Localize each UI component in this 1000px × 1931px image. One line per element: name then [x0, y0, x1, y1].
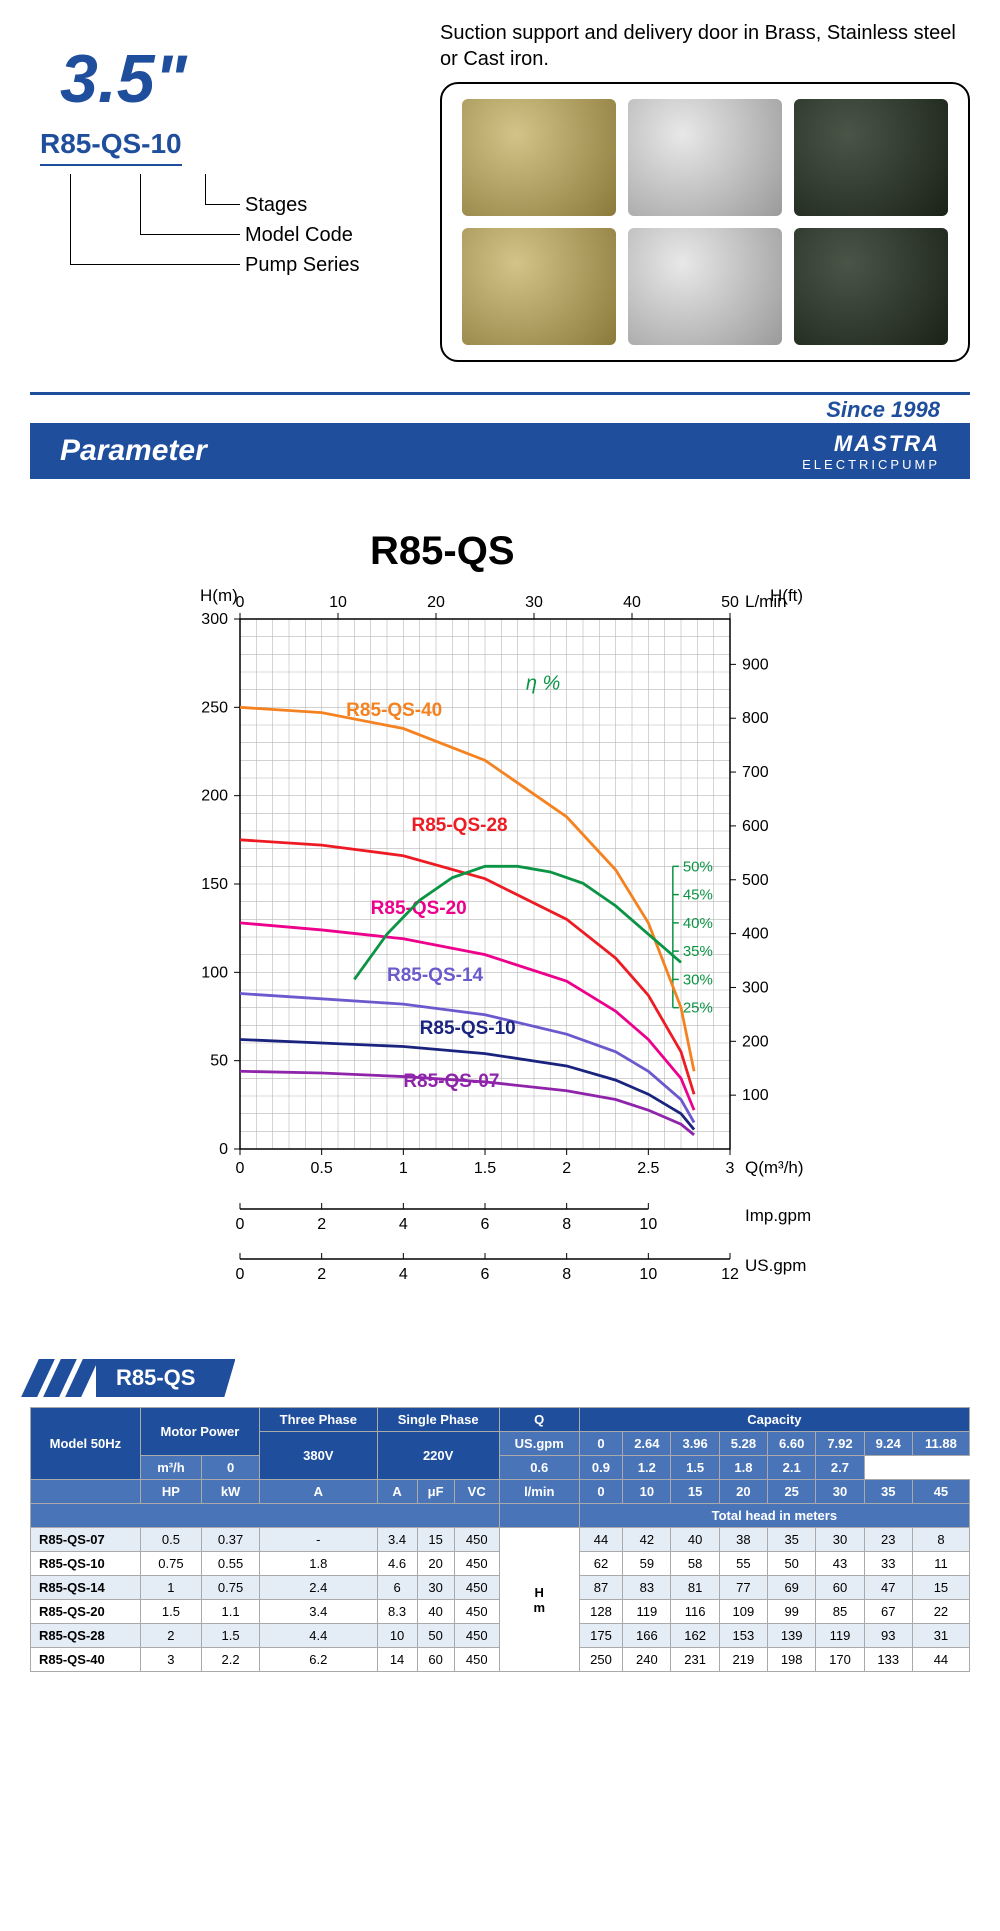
svg-text:Imp.gpm: Imp.gpm — [745, 1206, 811, 1225]
svg-text:US.gpm: US.gpm — [745, 1256, 806, 1275]
svg-text:600: 600 — [742, 818, 769, 835]
svg-text:10: 10 — [639, 1216, 657, 1233]
parameter-banner: Parameter MASTRA ELECTRICPUMP — [30, 423, 970, 479]
svg-text:12: 12 — [721, 1266, 739, 1283]
svg-text:2.5: 2.5 — [637, 1160, 659, 1177]
material-steel-bottom — [628, 228, 782, 345]
chart-container: R85-QS01020304050L/minH(m)05010015020025… — [30, 509, 970, 1329]
svg-text:45%: 45% — [683, 887, 713, 904]
svg-text:100: 100 — [201, 964, 228, 981]
spec-table: Model 50HzMotor PowerThree PhaseSingle P… — [30, 1407, 970, 1672]
svg-text:10: 10 — [639, 1266, 657, 1283]
svg-text:R85-QS: R85-QS — [370, 529, 515, 573]
svg-text:0: 0 — [236, 1216, 245, 1233]
svg-text:3: 3 — [726, 1160, 735, 1177]
svg-text:0.5: 0.5 — [311, 1160, 333, 1177]
svg-text:35%: 35% — [683, 943, 713, 960]
svg-text:200: 200 — [742, 1033, 769, 1050]
table-stripes-icon — [30, 1359, 96, 1397]
svg-text:0: 0 — [219, 1141, 228, 1158]
svg-text:2: 2 — [317, 1216, 326, 1233]
svg-text:H(m): H(m) — [200, 586, 238, 605]
materials-caption: Suction support and delivery door in Bra… — [440, 20, 970, 72]
svg-text:50: 50 — [721, 594, 739, 611]
decode-model-code: Model Code — [245, 224, 353, 247]
since-label: Since 1998 — [30, 392, 970, 423]
svg-text:50: 50 — [210, 1053, 228, 1070]
material-iron-top — [794, 99, 948, 216]
svg-text:10: 10 — [329, 594, 347, 611]
material-brass-top — [462, 99, 616, 216]
model-code: R85-QS-10 — [40, 128, 182, 166]
svg-text:2: 2 — [562, 1160, 571, 1177]
svg-text:0: 0 — [236, 1266, 245, 1283]
svg-text:300: 300 — [201, 611, 228, 628]
performance-chart: R85-QS01020304050L/minH(m)05010015020025… — [140, 509, 860, 1329]
svg-text:25%: 25% — [683, 1000, 713, 1017]
svg-text:200: 200 — [201, 788, 228, 805]
svg-text:500: 500 — [742, 872, 769, 889]
model-decode-block: 3.5" R85-QS-10 Stages Model Code Pump Se… — [30, 20, 410, 362]
brand-sub: ELECTRICPUMP — [802, 457, 940, 472]
svg-text:20: 20 — [427, 594, 445, 611]
table-header-bar: R85-QS — [30, 1359, 970, 1397]
svg-text:R85-QS-40: R85-QS-40 — [346, 700, 442, 721]
brand-logo: MASTRA — [802, 431, 940, 457]
svg-text:800: 800 — [742, 710, 769, 727]
svg-text:6: 6 — [481, 1216, 490, 1233]
material-steel-top — [628, 99, 782, 216]
materials-box: Suction support and delivery door in Bra… — [440, 20, 970, 362]
svg-text:Q(m³/h): Q(m³/h) — [745, 1158, 804, 1177]
svg-text:4: 4 — [399, 1216, 408, 1233]
svg-text:40%: 40% — [683, 915, 713, 932]
svg-text:400: 400 — [742, 926, 769, 943]
svg-text:250: 250 — [201, 699, 228, 716]
top-section: 3.5" R85-QS-10 Stages Model Code Pump Se… — [30, 20, 970, 362]
svg-text:R85-QS-07: R85-QS-07 — [403, 1071, 499, 1092]
svg-text:R85-QS-28: R85-QS-28 — [412, 815, 508, 836]
svg-text:4: 4 — [399, 1266, 408, 1283]
decode-tree: Stages Model Code Pump Series — [30, 174, 410, 294]
svg-text:30%: 30% — [683, 971, 713, 988]
svg-text:H(ft): H(ft) — [770, 586, 803, 605]
svg-text:6: 6 — [481, 1266, 490, 1283]
svg-text:8: 8 — [562, 1216, 571, 1233]
banner-title: Parameter — [60, 434, 207, 468]
table-title: R85-QS — [96, 1359, 235, 1397]
svg-text:2: 2 — [317, 1266, 326, 1283]
svg-text:700: 700 — [742, 764, 769, 781]
svg-text:1.5: 1.5 — [474, 1160, 496, 1177]
svg-text:0: 0 — [236, 1160, 245, 1177]
material-brass-bottom — [462, 228, 616, 345]
svg-text:100: 100 — [742, 1087, 769, 1104]
svg-text:η %: η % — [526, 673, 560, 695]
brand-block: MASTRA ELECTRICPUMP — [802, 431, 940, 472]
svg-text:30: 30 — [525, 594, 543, 611]
parameter-banner-wrap: Since 1998 Parameter MASTRA ELECTRICPUMP — [30, 392, 970, 479]
svg-text:50%: 50% — [683, 858, 713, 875]
svg-text:R85-QS-14: R85-QS-14 — [387, 965, 484, 986]
size-label: 3.5" — [60, 40, 410, 118]
materials-frame — [440, 82, 970, 362]
decode-pump-series: Pump Series — [245, 254, 360, 277]
svg-text:1: 1 — [399, 1160, 408, 1177]
svg-text:40: 40 — [623, 594, 641, 611]
decode-stages: Stages — [245, 194, 307, 217]
svg-text:300: 300 — [742, 979, 769, 996]
svg-text:R85-QS-10: R85-QS-10 — [420, 1018, 516, 1039]
material-iron-bottom — [794, 228, 948, 345]
svg-text:8: 8 — [562, 1266, 571, 1283]
svg-text:150: 150 — [201, 876, 228, 893]
svg-text:900: 900 — [742, 656, 769, 673]
